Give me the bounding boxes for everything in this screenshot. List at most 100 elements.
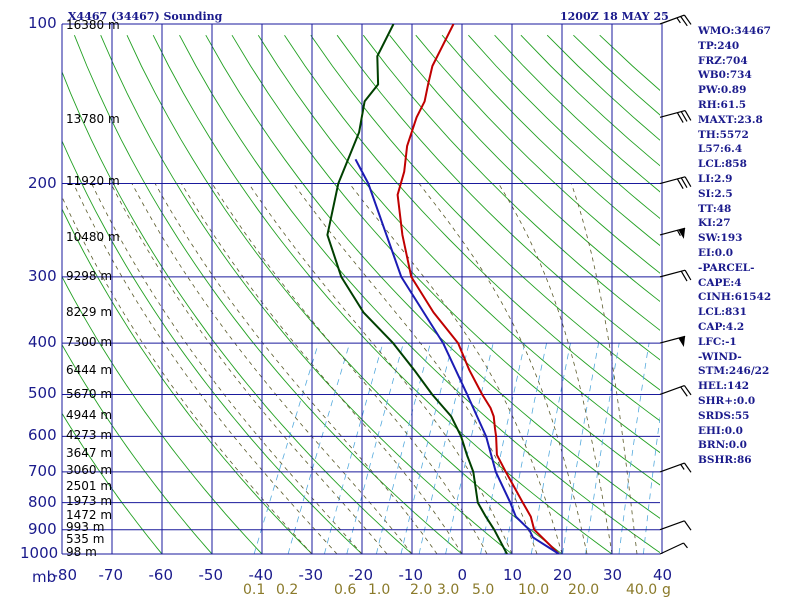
stat-line: -PARCEL- xyxy=(698,261,755,274)
stats-panel: WMO:34467 TP:240 FRZ:704 WB0:734 PW:0.89 RH:6… xyxy=(698,24,798,468)
temperature-tick-label: -60 xyxy=(148,566,174,584)
stat-line: SRDS:55 xyxy=(698,409,750,422)
wind-barb xyxy=(659,110,692,123)
stat-line: SI:2.5 xyxy=(698,187,733,200)
wind-barb xyxy=(659,384,692,397)
height-label: 3060 m xyxy=(66,463,113,478)
pressure-tick-label: 300 xyxy=(28,266,57,285)
moist-adiabat xyxy=(131,183,413,554)
moist-adiabat xyxy=(73,183,338,554)
pressure-tick-label: 100 xyxy=(28,14,57,32)
dry-adiabats xyxy=(62,34,660,554)
moist-adiabat xyxy=(154,183,438,554)
height-label: 7300 m xyxy=(66,335,113,350)
temperature-tick-label: -10 xyxy=(398,566,424,584)
stat-line: WMO:34467 xyxy=(698,25,771,37)
dry-adiabat xyxy=(62,412,163,554)
sounding-profiles xyxy=(326,24,560,554)
grid xyxy=(61,23,663,555)
height-label: 8229 m xyxy=(66,305,113,319)
stat-line: STM:246/22 xyxy=(698,365,770,378)
height-label: 1472 m xyxy=(66,508,113,523)
mixing-ratio-label: 5.0 xyxy=(472,582,495,598)
dry-adiabat xyxy=(205,34,660,519)
barb-feather xyxy=(683,14,692,25)
stat-line: LCL:831 xyxy=(698,306,747,319)
pressure-tick-label: 900 xyxy=(28,519,57,538)
dewpoint-line xyxy=(326,24,508,554)
dry-adiabat xyxy=(231,34,660,486)
pressure-tick-label: 700 xyxy=(28,461,57,480)
stat-line: TT:48 xyxy=(698,202,732,215)
dry-adiabat xyxy=(62,343,213,554)
height-label: 2501 m xyxy=(66,478,113,493)
mixing-ratio-label: 1.0 xyxy=(368,582,391,598)
moist-adiabat xyxy=(181,183,463,554)
stat-line: CINH:61542 xyxy=(698,291,772,304)
mixing-ratio-label: 40.0 xyxy=(626,582,658,598)
barb-feather xyxy=(680,177,688,189)
mixing-ratio-line xyxy=(346,342,404,554)
dry-adiabat xyxy=(152,34,613,554)
dry-adiabat xyxy=(336,34,660,361)
temperature-tick-label: 30 xyxy=(603,566,623,584)
barb-feather xyxy=(683,462,692,473)
stat-line: BRN:0.0 xyxy=(698,439,747,452)
dry-adiabat xyxy=(62,275,263,554)
sounding-datetime: 1200Z 18 MAY 25 xyxy=(560,10,669,23)
stat-line: PW:0.89 xyxy=(698,84,747,97)
barb-feather xyxy=(680,16,688,27)
barb-feather xyxy=(684,176,692,187)
height-label: 16380 m xyxy=(66,18,120,33)
wind-barb xyxy=(659,227,686,239)
mixing-ratio-line xyxy=(400,343,454,554)
stat-line: KI:27 xyxy=(698,217,731,230)
mixing-ratio-label: 0.2 xyxy=(276,582,299,598)
mixing-ratio-line xyxy=(530,343,571,554)
temperature-tick-label: -50 xyxy=(198,566,224,584)
barb-half xyxy=(680,464,685,470)
dry-adiabat xyxy=(310,34,660,391)
barb-half xyxy=(683,542,688,549)
wind-barbs xyxy=(659,14,692,555)
stat-line: MAXT:23.8 xyxy=(698,113,763,126)
stat-line: LFC:-1 xyxy=(698,335,737,348)
height-label: 13780 m xyxy=(66,112,120,127)
moist-adiabat xyxy=(498,183,613,554)
barb-half xyxy=(676,17,681,24)
dry-adiabat xyxy=(415,34,660,274)
barb-staff xyxy=(659,269,686,278)
barb-feather xyxy=(680,270,688,282)
stat-line: EI:0.0 xyxy=(698,246,734,259)
height-label: 1973 m xyxy=(66,494,113,509)
stat-line: SHR+:0.0 xyxy=(698,394,756,407)
temperature-tick-label: -30 xyxy=(298,566,324,584)
barb-feather xyxy=(683,385,692,396)
stat-line: CAP:4.2 xyxy=(698,320,745,333)
mixing-ratio-label: 3.0 xyxy=(437,582,460,598)
height-label: 9298 m xyxy=(66,268,113,283)
barb-flag xyxy=(678,228,686,239)
dry-adiabat xyxy=(257,34,660,454)
mixing-ratio-line xyxy=(287,342,351,554)
dry-adiabat xyxy=(100,35,513,554)
barb-staff xyxy=(659,542,684,555)
barb-feather xyxy=(676,112,684,123)
dry-adiabat xyxy=(362,34,660,331)
mixing-ratio-line xyxy=(324,342,384,554)
height-label: 4273 m xyxy=(66,428,113,443)
pressure-tick-label: 800 xyxy=(28,492,57,511)
barb-flag xyxy=(678,336,686,348)
barb-staff xyxy=(659,110,686,118)
mixing-ratio-line xyxy=(480,343,526,554)
barb-staff xyxy=(659,520,685,531)
height-label: 10480 m xyxy=(66,229,120,244)
stat-line: TH:5572 xyxy=(698,128,749,141)
wind-barb xyxy=(659,14,692,27)
stat-line: SW:193 xyxy=(698,232,743,245)
stat-line: HEL:142 xyxy=(698,380,750,393)
temperature-tick-label: -70 xyxy=(98,566,124,584)
height-label: 993 m xyxy=(66,520,105,535)
wind-barb xyxy=(659,176,692,190)
height-label: 11920 m xyxy=(66,174,120,189)
